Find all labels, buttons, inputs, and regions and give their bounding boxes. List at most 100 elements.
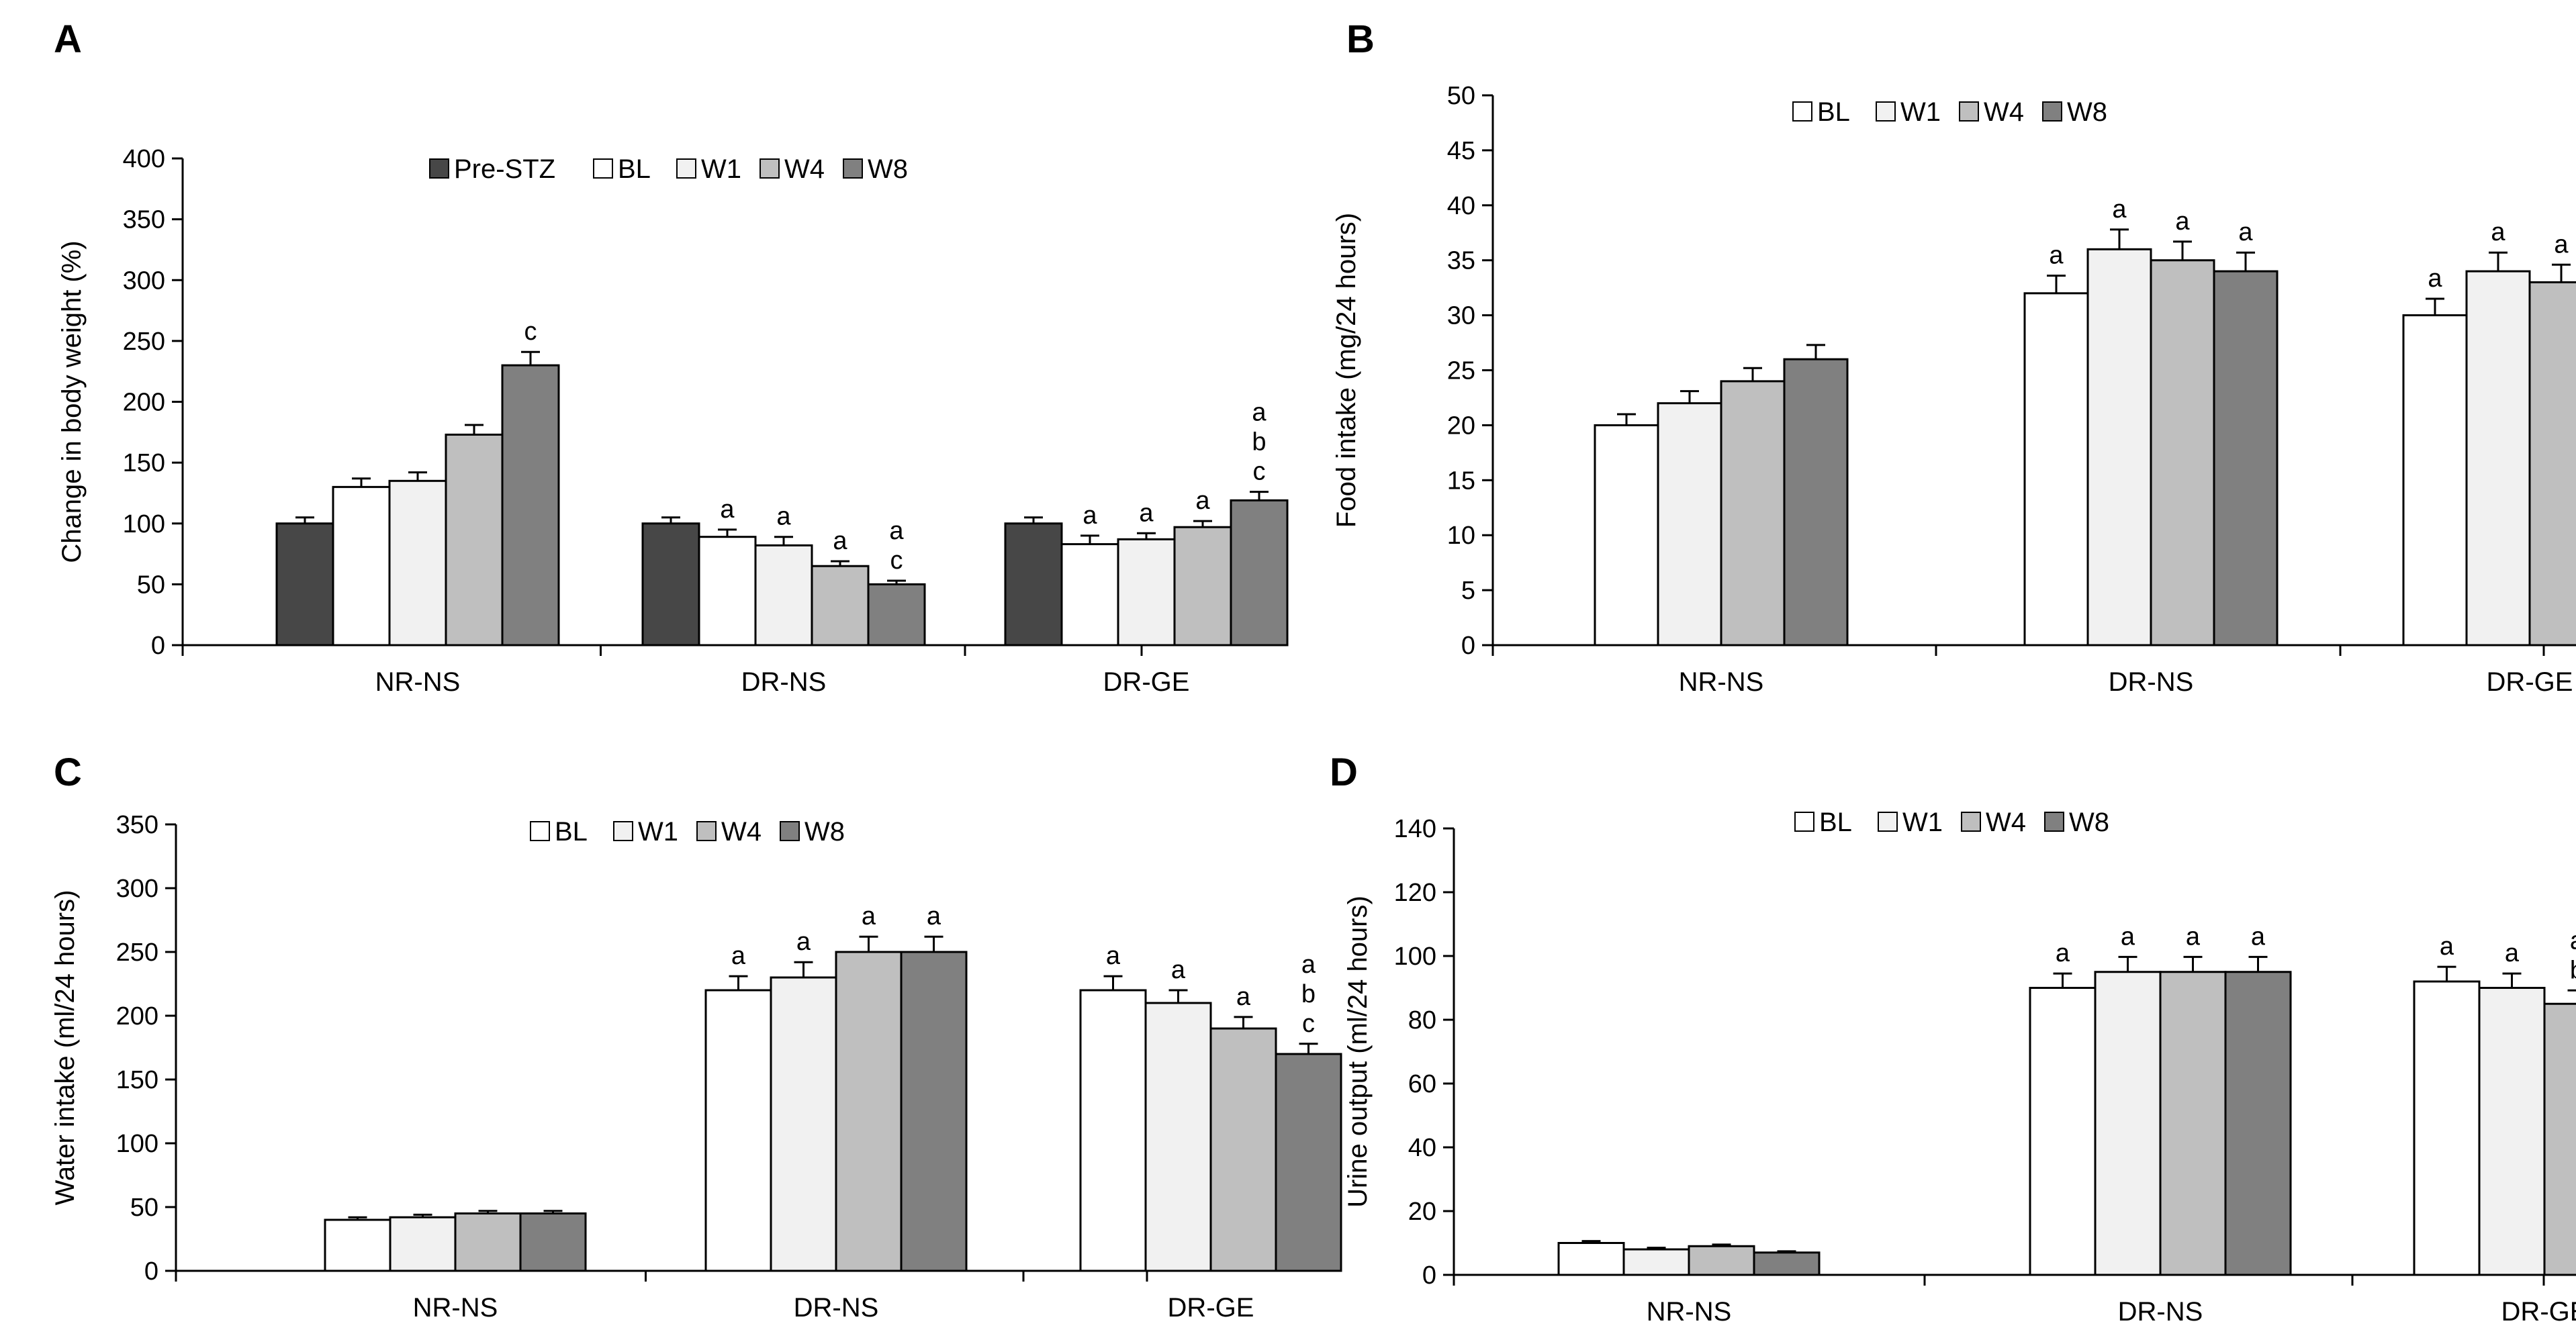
x-category-label: DR-NS xyxy=(2118,1297,2203,1327)
x-category-label: DR-GE xyxy=(2487,667,2573,697)
y-tick-label: 350 xyxy=(116,811,158,839)
y-tick-label: 15 xyxy=(1447,467,1475,495)
chart-panel-d: D 0 20 40 60 80 100 120 140 Urine output (ml/24 h… xyxy=(1330,751,2576,1327)
y-tick-label: 0 xyxy=(151,632,165,660)
significance-label: a xyxy=(1139,499,1154,527)
significance-label: c xyxy=(1302,1010,1315,1038)
significance-label: b xyxy=(2570,956,2576,984)
legend-label: W8 xyxy=(868,154,908,184)
bar-w8-dr-ns xyxy=(2224,971,2292,1276)
legend-swatch xyxy=(1792,101,1812,122)
y-tick-label: 30 xyxy=(1447,302,1475,330)
bar-bl-dr-ns xyxy=(698,536,757,646)
bar-w8-dr-ns xyxy=(867,583,926,646)
significance-label: a xyxy=(833,527,847,555)
y-tick-label: 0 xyxy=(1422,1261,1436,1290)
bar-w1-nr-ns xyxy=(1622,1248,1690,1276)
bar-bl-dr-ns xyxy=(704,989,772,1272)
y-tick-label: 60 xyxy=(1408,1070,1436,1098)
legend-swatch xyxy=(1794,812,1814,832)
bar-pre-stz-dr-ns xyxy=(641,522,700,646)
x-category-label: NR-NS xyxy=(375,667,461,697)
bar-w1-nr-ns xyxy=(1657,402,1722,646)
y-tick-label: 40 xyxy=(1408,1134,1436,1162)
legend-swatch xyxy=(530,821,550,841)
legend-swatch xyxy=(593,158,613,179)
bar-w4-dr-ge xyxy=(1173,526,1232,646)
significance-label: a xyxy=(2112,195,2127,224)
y-tick-label: 250 xyxy=(116,939,158,967)
significance-label: b xyxy=(1301,980,1316,1008)
bar-w1-dr-ns xyxy=(770,976,837,1272)
y-tick-label: 350 xyxy=(123,206,165,234)
y-tick-label: 0 xyxy=(144,1257,158,1286)
legend-label: W8 xyxy=(2069,808,2109,837)
bar-w4-nr-ns xyxy=(445,433,504,646)
bar-bl-dr-ns xyxy=(2023,292,2089,646)
significance-label: a xyxy=(2491,218,2505,246)
legend-label: W1 xyxy=(638,817,678,847)
panel-letter: A xyxy=(54,17,82,61)
y-tick-label: 400 xyxy=(123,145,165,173)
significance-label: a xyxy=(2570,926,2576,955)
x-category-label: DR-NS xyxy=(794,1293,879,1323)
significance-label: a xyxy=(776,503,791,531)
significance-label: a xyxy=(2186,922,2201,951)
x-category-label: DR-NS xyxy=(741,667,827,697)
bar-w4-dr-ge xyxy=(1209,1027,1277,1272)
bar-w4-dr-ns xyxy=(835,951,903,1272)
significance-label: a xyxy=(2440,932,2454,961)
y-tick-label: 50 xyxy=(130,1194,158,1222)
bar-w8-nr-ns xyxy=(1753,1251,1821,1276)
significance-label: c xyxy=(524,318,537,346)
bar-w1-dr-ge xyxy=(1144,1002,1212,1272)
significance-label: b xyxy=(1252,428,1266,457)
y-axis-label: Water intake (ml/24 hours) xyxy=(50,890,80,1206)
significance-label: c xyxy=(1253,458,1266,486)
y-tick-label: 50 xyxy=(1447,82,1475,110)
significance-label: a xyxy=(2505,939,2520,967)
bar-w1-dr-ge xyxy=(2478,987,2546,1276)
legend-swatch xyxy=(843,158,863,179)
legend-swatch xyxy=(1878,812,1898,832)
significance-label: a xyxy=(862,902,876,930)
bar-pre-stz-nr-ns xyxy=(275,522,334,646)
y-tick-label: 20 xyxy=(1447,412,1475,440)
bar-w4-dr-ns xyxy=(811,565,870,646)
significance-label: a xyxy=(2554,230,2569,258)
bar-bl-dr-ge xyxy=(2413,980,2481,1276)
x-category-label: DR-GE xyxy=(2501,1297,2576,1327)
legend-label: BL xyxy=(1819,808,1852,837)
y-tick-label: 25 xyxy=(1447,357,1475,385)
legend-swatch xyxy=(613,821,633,841)
bar-w8-dr-ns xyxy=(900,951,968,1272)
significance-label: a xyxy=(2049,242,2064,270)
y-tick-label: 20 xyxy=(1408,1198,1436,1226)
bar-w4-dr-ns xyxy=(2159,971,2227,1276)
significance-label: a xyxy=(2056,939,2070,967)
bar-bl-nr-ns xyxy=(332,485,391,646)
y-tick-label: 250 xyxy=(123,328,165,356)
legend-swatch xyxy=(676,158,696,179)
bar-w1-nr-ns xyxy=(388,479,447,646)
y-tick-label: 0 xyxy=(1461,632,1475,660)
y-tick-label: 100 xyxy=(1394,943,1436,971)
significance-label: a xyxy=(927,902,941,930)
significance-label: a xyxy=(2121,922,2135,951)
legend-label: BL xyxy=(1817,97,1850,127)
y-tick-label: 140 xyxy=(1394,815,1436,843)
y-tick-label: 120 xyxy=(1394,879,1436,907)
legend-label: W8 xyxy=(804,817,845,847)
significance-label: a xyxy=(1236,983,1251,1011)
bar-w4-nr-ns xyxy=(1688,1245,1755,1276)
legend-label: Pre-STZ xyxy=(454,154,555,184)
legend-label: BL xyxy=(618,154,651,184)
bar-bl-dr-ge xyxy=(1079,989,1147,1272)
bar-w8-dr-ns xyxy=(2213,270,2279,646)
significance-label: a xyxy=(2428,265,2442,293)
y-tick-label: 100 xyxy=(123,510,165,538)
significance-label: a xyxy=(1195,487,1210,515)
legend-swatch xyxy=(1961,812,1981,832)
bar-bl-dr-ge xyxy=(2402,314,2468,646)
chart-panel-b: B 0 5 10 15 20 25 30 35 40 45 50 Food intake (mg/24 … xyxy=(1332,17,2576,697)
